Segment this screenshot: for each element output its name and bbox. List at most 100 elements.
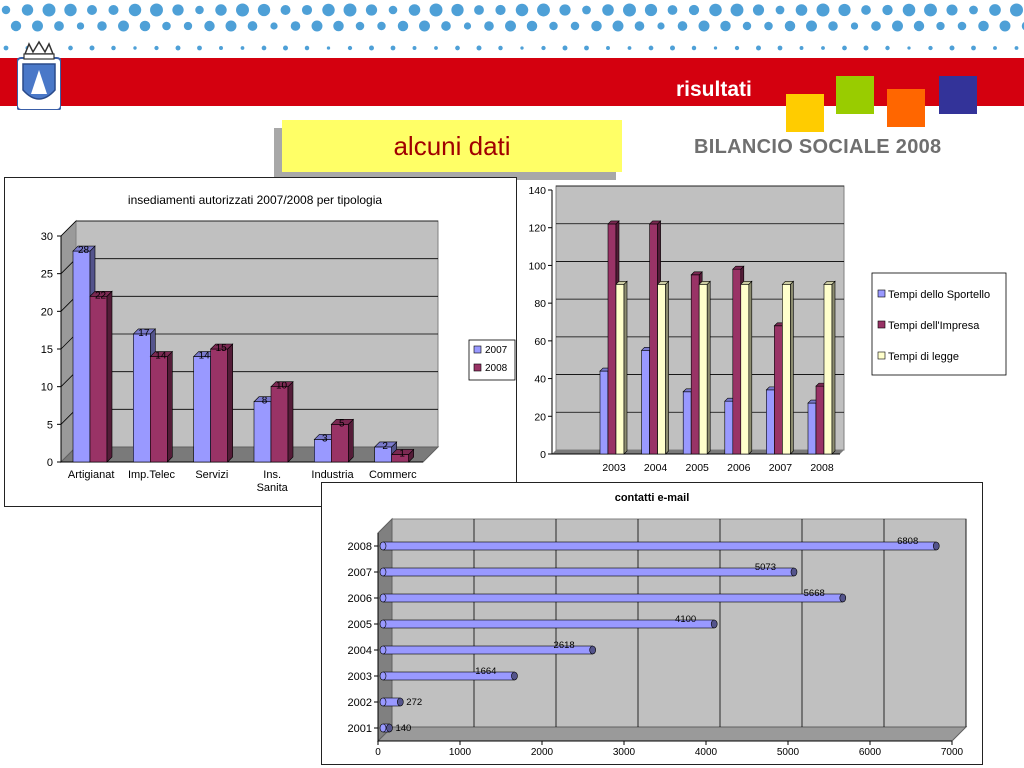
chart1-data-label: 8 (262, 396, 268, 407)
chart1-category-label: Servizi (195, 469, 228, 481)
chart3-xtick-label: 0 (375, 747, 381, 758)
chart2-legend-label: Tempi dello Sportello (888, 289, 990, 301)
chart3-xtick-label: 2000 (531, 747, 554, 758)
chart1-data-label: 1 (399, 448, 405, 459)
chart3-category-label: 2001 (348, 723, 372, 735)
chart2-ytick-label: 80 (534, 298, 546, 310)
chart2-ytick-label: 40 (534, 374, 546, 386)
chart2-legend-label: Tempi dell'Impresa (888, 320, 980, 332)
chart3-bar (379, 723, 393, 733)
chart1-legend-swatch (473, 345, 482, 354)
chart2-category-label: 2005 (686, 462, 710, 474)
chart3-category-label: 2007 (348, 567, 372, 579)
chart1-bar (149, 350, 174, 463)
chart3-data-label: 2618 (554, 640, 575, 651)
chart2-category-label: 2004 (644, 462, 668, 474)
chart1-category-label: Artigianat (68, 469, 114, 481)
chart3-data-label: 272 (406, 697, 422, 708)
chart3-xtick-label: 3000 (613, 747, 636, 758)
chart1-category-label: Sanita (257, 482, 289, 494)
chart2-ytick-label: 120 (528, 223, 546, 235)
chart1-ytick-label: 25 (41, 269, 53, 281)
chart3-floor (376, 726, 968, 742)
chart1-category-label: Industria (311, 469, 354, 481)
chart2-ytick-label: 0 (540, 449, 546, 461)
chart1-data-label: 28 (78, 245, 90, 256)
chart1-data-label: 22 (95, 290, 107, 301)
chart2-legend-swatch (877, 320, 886, 329)
chart1-bar (390, 448, 415, 463)
chart3-category-label: 2006 (348, 593, 372, 605)
orange-square-decoration (887, 89, 925, 127)
chart3-data-label: 6808 (897, 536, 918, 547)
chart3-bar (379, 567, 798, 577)
navy-square-decoration (939, 76, 977, 114)
chart1-bar (89, 290, 113, 463)
chart1-legend-swatch (473, 363, 482, 372)
chart1-ytick-label: 20 (41, 306, 53, 318)
chart2-category-label: 2006 (727, 462, 751, 474)
chart2-category-label: 2007 (769, 462, 793, 474)
chart1-ytick-label: 10 (41, 382, 53, 394)
chart1-data-label: 14 (155, 351, 167, 362)
tempi-chart: 0 20 40 60 80 100 120 140 2003 2004 2005 2006 2007 20… (528, 185, 1007, 474)
chart3-bar (379, 541, 940, 551)
chart2-bar (823, 280, 836, 455)
chart2-legend: Tempi dello Sportello Tempi dell'Impresa T… (871, 272, 1007, 376)
chart1-data-label: 5 (339, 418, 345, 429)
chart3-title: contatti e-mail (615, 492, 690, 504)
chart3-category-label: 2004 (348, 645, 372, 657)
chart1-data-label: 17 (138, 328, 150, 339)
section-banner: alcuni dati (282, 120, 622, 172)
chart1-legend-label: 2008 (485, 363, 508, 374)
chart1-legend: 2007 2008 (468, 339, 516, 381)
chart1-title: insediamenti autorizzati 2007/2008 per t… (128, 193, 382, 207)
chart3-data-label: 140 (395, 723, 411, 734)
chart1-gridline (60, 220, 77, 237)
chart1-ytick-label: 5 (47, 419, 53, 431)
chart1-ytick-label: 0 (47, 457, 53, 469)
chart3-category-label: 2002 (348, 697, 372, 709)
chart3-category-label: 2008 (348, 541, 372, 553)
header-title: risultati (676, 78, 752, 101)
chart2-legend-label: Tempi di legge (888, 351, 959, 363)
chart1-data-label: 14 (199, 351, 211, 362)
chart2-category-label: 2008 (810, 462, 834, 474)
chart1-ytick-label: 30 (41, 231, 53, 243)
chart2-ytick-label: 60 (534, 336, 546, 348)
chart1-data-label: 15 (216, 343, 228, 354)
chart3-side-wall (377, 517, 393, 743)
contatti-email-chart: contatti e-mail 0 1000 2000 3000 4000 5000 6000… (348, 492, 968, 758)
chart1-data-label: 10 (276, 381, 288, 392)
chart1-frame: insediamenti autorizzati 2007/2008 per t… (4, 177, 517, 507)
chart3-data-label: 5668 (804, 588, 825, 599)
chart2-legend-swatch (877, 351, 886, 360)
chart1-category-label: Commerc (369, 469, 417, 481)
chart1-legend-label: 2007 (485, 345, 508, 356)
chart3-bar (379, 697, 404, 707)
green-square-decoration (836, 76, 874, 114)
chart3-frame: contatti e-mail 0 1000 2000 3000 4000 5000 6000… (321, 482, 983, 765)
chart1-data-label: 2 (382, 441, 388, 452)
chart3-xtick-label: 7000 (941, 747, 964, 758)
chart2-bar (740, 280, 753, 455)
chart3-bar (379, 593, 847, 603)
chart2-bar (656, 280, 670, 455)
chart2-ytick-label: 100 (528, 260, 546, 272)
chart2-bar (698, 280, 711, 455)
dotted-pattern-decoration (1, 3, 1024, 51)
report-subtitle: BILANCIO SOCIALE 2008 (694, 136, 942, 158)
chart1-bar (330, 418, 355, 463)
chart3-xtick-label: 4000 (695, 747, 718, 758)
chart2-category-label: 2003 (602, 462, 626, 474)
chart2-legend-swatch (877, 289, 886, 298)
chart3-xtick-label: 5000 (777, 747, 800, 758)
chart1-bar (209, 343, 234, 463)
chart3-xtick-label: 6000 (859, 747, 882, 758)
yellow-square-decoration (786, 94, 824, 132)
chart1-category-label: Ins. (263, 469, 281, 481)
chart2-ytick-label: 20 (534, 411, 546, 423)
chart2-bar (781, 280, 795, 455)
chart3-category-label: 2003 (348, 671, 372, 683)
chart1-category-label: Imp.Telec (128, 469, 176, 481)
